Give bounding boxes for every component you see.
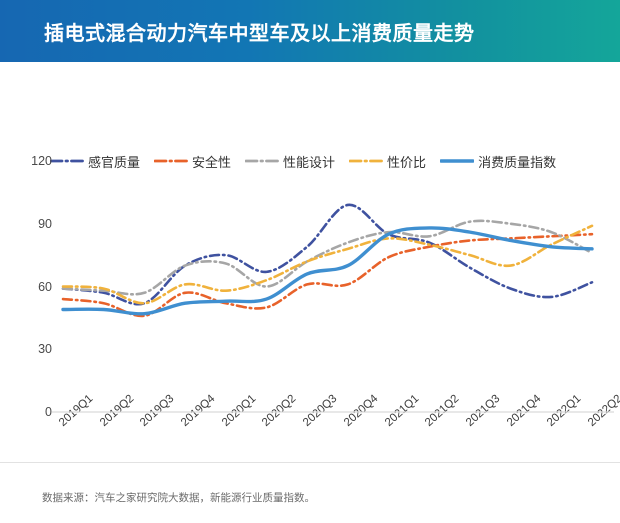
legend-label: 感官质量 [88,155,141,171]
y-tick-label: 0 [45,405,52,419]
chart-container: 感官质量 安全性 性能设计 性价比 消费质量指数 0 30 60 90 120 2019Q1 20… [0,62,620,462]
y-tick-label: 120 [31,154,52,168]
legend-swatch-icon [154,155,189,167]
legend-label: 性价比 [387,155,427,171]
legend-swatch-icon [440,155,475,167]
series-line-性能设计 [61,219,594,296]
footer: 数据来源：汽车之家研究院大数据，新能源行业质量指数。 [0,462,620,523]
series-line-消费质量指数 [61,226,594,316]
chart-legend: 感官质量 安全性 性能设计 性价比 消费质量指数 [50,150,610,172]
page-title: 插电式混合动力汽车中型车及以上消费质量走势 [44,20,475,45]
y-tick-label: 30 [38,342,52,357]
legend-item-感官质量[interactable]: 感官质量 [50,152,140,171]
legend-item-安全性[interactable]: 安全性 [154,152,231,171]
legend-swatch-icon [245,155,280,167]
legend-swatch-icon [349,155,384,167]
title-bar: 插电式混合动力汽车中型车及以上消费质量走势 [0,0,620,62]
legend-label: 安全性 [192,155,232,171]
source-note: 数据来源：汽车之家研究院大数据，新能源行业质量指数。 [42,492,315,504]
legend-swatch-icon [50,155,84,167]
footer-divider [0,462,620,463]
y-axis: 0 30 60 90 120 [0,62,52,462]
y-tick-label: 60 [38,279,52,294]
legend-label: 消费质量指数 [478,155,557,171]
legend-item-性能设计[interactable]: 性能设计 [245,152,335,171]
y-tick-label: 90 [38,216,52,231]
legend-label: 性能设计 [283,155,336,171]
plot-lines [52,203,614,413]
legend-item-消费质量指数[interactable]: 消费质量指数 [440,152,556,171]
legend-item-性价比[interactable]: 性价比 [349,152,426,171]
series-line-性价比 [61,224,594,305]
